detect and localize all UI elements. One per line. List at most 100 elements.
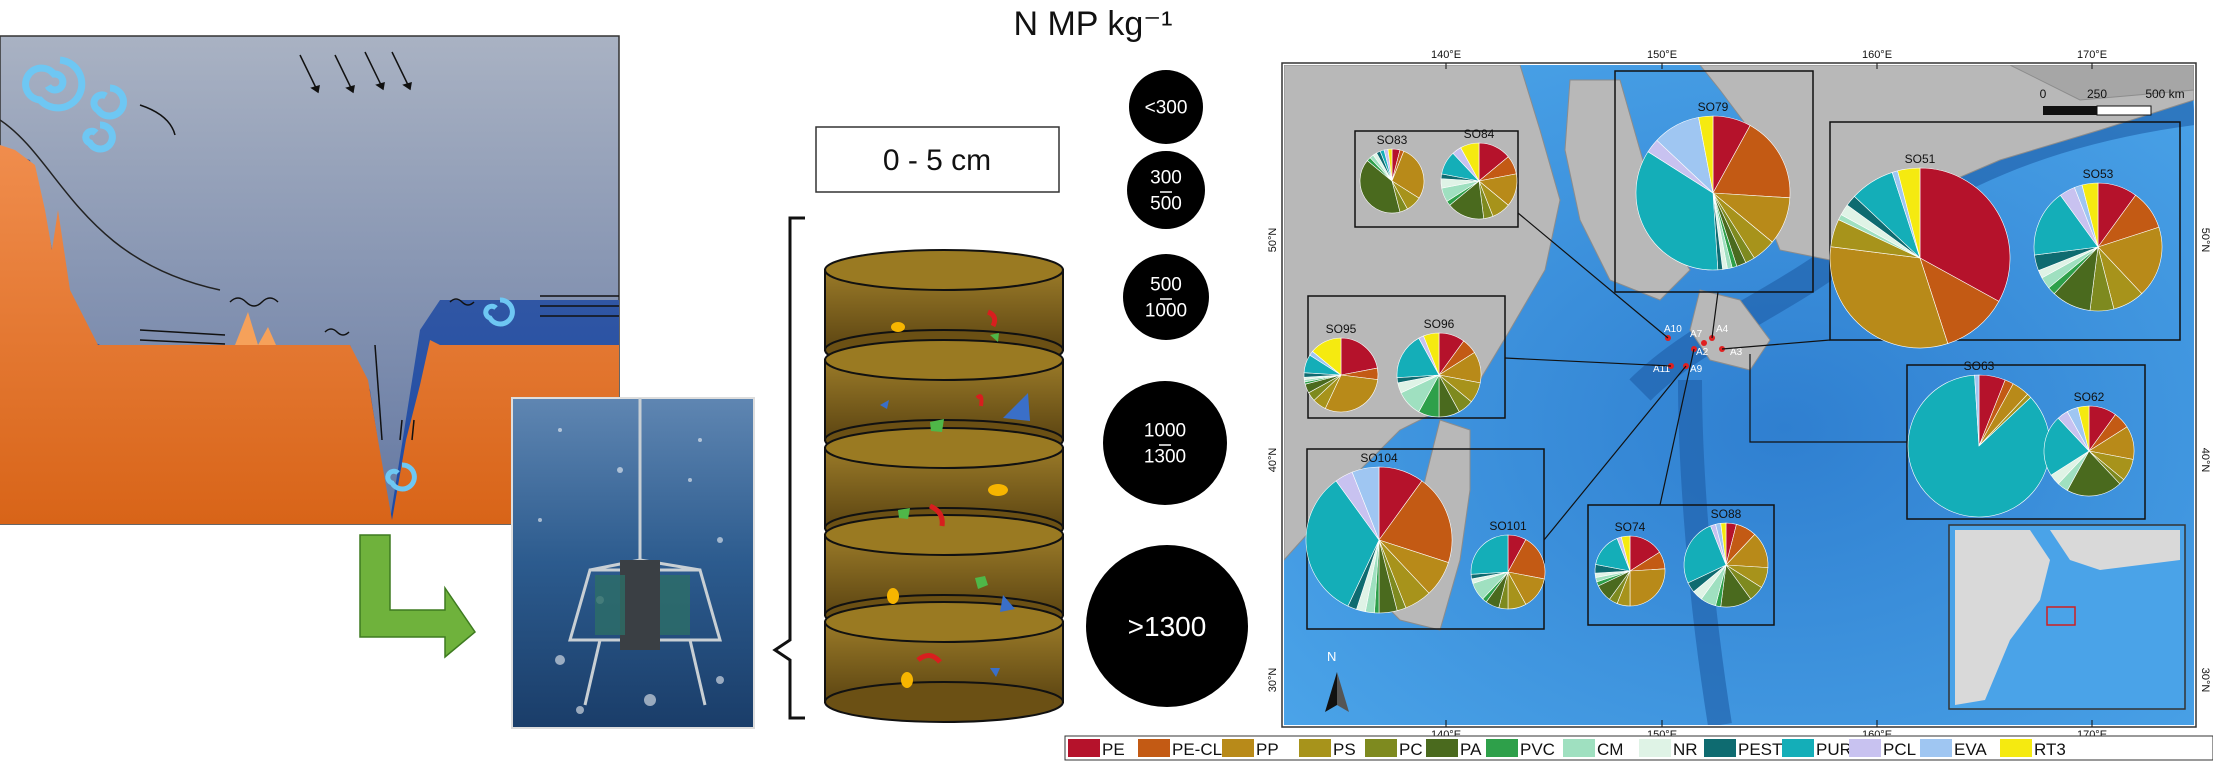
pie-label: SO79 <box>1698 100 1729 114</box>
size-scale-label: <300 <box>1145 98 1188 119</box>
microplastic-fragment <box>990 333 999 342</box>
microplastic-fragment <box>1003 393 1030 421</box>
pie-so96: SO96 <box>1396 317 1482 418</box>
legend-swatch <box>1486 739 1518 757</box>
legend-label: EVA <box>1954 740 1987 759</box>
legend-swatch <box>1299 739 1331 757</box>
pie-so53: SO53 <box>2033 167 2163 312</box>
inset-map <box>1948 524 2186 710</box>
size-scale-label: 500 <box>1150 194 1182 215</box>
pie-slice-pp <box>1629 568 1666 607</box>
multicorer-photo <box>511 397 755 729</box>
legend-swatch <box>1068 739 1100 757</box>
legend-swatch <box>2000 739 2032 757</box>
legend-label: CM <box>1597 740 1623 759</box>
legend: PE PE-CL PP PS PC PA PVC CM NR PEST PUR PCL EVA RT3 <box>1064 735 2213 761</box>
pie-so74: SO74 <box>1594 520 1666 607</box>
legend-label: PC <box>1399 740 1423 759</box>
leader-line <box>1711 291 1719 339</box>
legend-swatch <box>1563 739 1595 757</box>
pie-slice-pur <box>1305 480 1380 607</box>
microplastic-fragment <box>916 653 942 664</box>
size-scale-circle <box>1086 545 1248 707</box>
microplastic-fragment <box>990 668 1000 677</box>
leader-line <box>1749 354 1907 443</box>
pie-slice-pur <box>2033 194 2099 256</box>
legend-label: PS <box>1333 740 1356 759</box>
pie-slice-pe-cl <box>1712 125 1791 199</box>
north-label: N <box>1327 649 1336 664</box>
microplastic-fragment <box>986 309 998 328</box>
seamount <box>235 312 276 345</box>
pie-slice-rt3 <box>2077 405 2090 452</box>
sediment-core <box>824 249 1064 723</box>
size-scale: <300 300 500 500 1000 1000 1300 >1300 <box>1086 70 1248 707</box>
size-scale-label: 1000 <box>1145 301 1187 322</box>
ocean-schematic <box>0 35 620 525</box>
station-label: A3 <box>1730 347 1743 358</box>
core-slice <box>824 601 1064 723</box>
microplastic-fragment <box>930 419 944 432</box>
pie-label: SO62 <box>2074 390 2105 404</box>
size-scale-circle <box>1127 151 1205 229</box>
pie-so84: SO84 <box>1440 127 1518 220</box>
longitude-label: 150°E <box>1647 49 1677 61</box>
legend-label: PUR <box>1816 740 1852 759</box>
pie-slice-pe <box>1340 337 1378 376</box>
depth-label: 0 - 5 cm <box>883 144 991 177</box>
pie-slice-pur <box>1635 151 1719 271</box>
station-label: A9 <box>1690 364 1703 375</box>
latitude-label: 30°N <box>2199 668 2211 693</box>
map-graticule-labels: 140°E140°E150°E150°E160°E160°E170°E170°E… <box>1267 49 2211 741</box>
pie-slice-rt3 <box>1460 142 1480 182</box>
station-marker <box>1701 340 1707 346</box>
station-label: A2 <box>1696 347 1709 358</box>
pie-slice-pe <box>1919 167 2011 302</box>
size-scale-label: 300 <box>1150 168 1182 189</box>
pie-label: SO74 <box>1615 520 1646 534</box>
microplastic-fragment <box>975 576 988 589</box>
pie-label: SO84 <box>1464 127 1495 141</box>
size-scale-label: >1300 <box>1128 611 1207 642</box>
size-scale-circle <box>1103 381 1227 505</box>
pie-label: SO104 <box>1360 451 1398 465</box>
longitude-label: 160°E <box>1862 49 1892 61</box>
pie-label: SO96 <box>1424 317 1455 331</box>
microplastic-fragment <box>1000 595 1015 612</box>
station-label: A7 <box>1690 329 1703 340</box>
pie-slice-pe-cl <box>1919 257 2000 344</box>
leader-line <box>1721 339 1831 350</box>
legend-label: PCL <box>1883 740 1916 759</box>
pie-slice-pp <box>2097 226 2163 295</box>
pie-slice-pe-cl <box>1378 480 1453 563</box>
latitude-label: 50°N <box>2199 228 2211 253</box>
pie-label: SO63 <box>1964 359 1995 373</box>
eddy-swirl-icon <box>22 56 515 492</box>
legend-label: PA <box>1460 740 1482 759</box>
pie-group-box <box>1354 130 1519 228</box>
size-scale-circle <box>1129 70 1203 144</box>
legend-label: PP <box>1256 740 1279 759</box>
pie-slice-rt3 <box>1312 337 1342 376</box>
microplastic-fragment <box>887 588 899 604</box>
legend-swatch <box>1782 739 1814 757</box>
pie-so62: SO62 <box>2043 390 2135 497</box>
latitude-label: 30°N <box>1267 668 1279 693</box>
microplastic-fragment <box>975 394 984 407</box>
size-scale-label: 1300 <box>1144 447 1186 468</box>
microplastic-fragment <box>880 400 889 409</box>
legend-label: NR <box>1673 740 1698 759</box>
map: 140°E140°E150°E150°E160°E160°E170°E170°E… <box>1267 49 2211 741</box>
leader-line <box>1517 212 1669 339</box>
pie-so95: SO95 <box>1303 322 1379 413</box>
pie-group-box <box>1829 121 2181 341</box>
leader-line <box>1659 348 1695 506</box>
legend-label: RT3 <box>2034 740 2066 759</box>
legend-swatch <box>1426 739 1458 757</box>
pie-so83: SO83 <box>1359 133 1425 214</box>
pie-slice-rt3 <box>1698 115 1714 194</box>
pie-so101: SO101 <box>1470 519 1546 610</box>
leader-lines <box>1306 70 2181 630</box>
scale-label-250: 250 <box>2087 87 2107 101</box>
